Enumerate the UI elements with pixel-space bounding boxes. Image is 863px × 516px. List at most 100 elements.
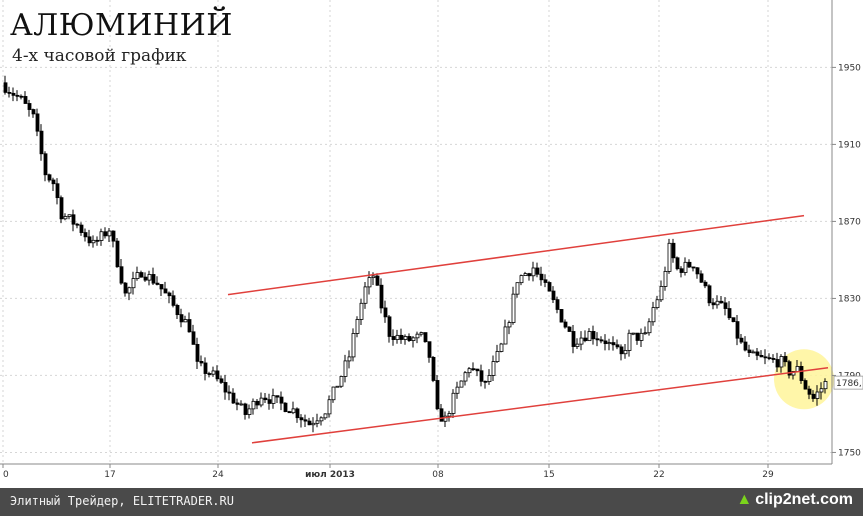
- candle-body: [239, 403, 244, 406]
- candle-body: [463, 372, 468, 382]
- candle-body: [331, 386, 336, 401]
- candle-body: [735, 321, 740, 339]
- candle-body: [535, 267, 540, 275]
- candle-body: [307, 420, 312, 426]
- candle-body: [551, 290, 556, 301]
- candle-body: [347, 356, 352, 362]
- candle-body: [27, 103, 32, 110]
- brand-logo[interactable]: ▲ clip2net.com: [736, 491, 853, 509]
- candle-body: [179, 314, 184, 323]
- candle-body: [507, 322, 512, 328]
- candle-body: [251, 400, 256, 410]
- candle-body: [787, 361, 792, 376]
- candle-body: [775, 359, 780, 368]
- candle-body: [691, 266, 696, 269]
- candle-body: [719, 300, 724, 304]
- candle-body: [575, 343, 580, 347]
- candle-body: [167, 292, 172, 297]
- candle-body: [815, 391, 820, 399]
- candle-body: [759, 354, 764, 358]
- candle-body: [343, 360, 348, 377]
- candle-body: [367, 277, 372, 288]
- candle-body: [487, 375, 492, 382]
- candle-body: [199, 360, 204, 364]
- trend-line: [251, 366, 829, 444]
- x-tick-label: 29: [762, 470, 774, 480]
- candle-body: [411, 337, 416, 341]
- candle-body: [31, 109, 36, 115]
- candle-body: [59, 197, 64, 220]
- candle-body: [111, 230, 116, 242]
- candle-body: [519, 275, 524, 284]
- candle-body: [659, 286, 664, 301]
- candle-body: [43, 153, 48, 176]
- candle-body: [819, 388, 824, 393]
- candle-body: [647, 321, 652, 334]
- candle-body: [299, 417, 304, 421]
- candle-body: [103, 231, 108, 237]
- y-tick-label: 1830: [838, 294, 861, 304]
- candle-body: [339, 376, 344, 387]
- candle-body: [415, 333, 420, 339]
- candle-body: [175, 304, 180, 316]
- candle-body: [359, 302, 364, 320]
- candle-body: [567, 326, 572, 332]
- candle-body: [355, 319, 360, 334]
- candle-body: [71, 214, 76, 225]
- x-tick-label: 17: [104, 470, 115, 480]
- candle-body: [271, 395, 276, 404]
- candle-body: [439, 408, 444, 422]
- candle-body: [327, 399, 332, 415]
- candle-body: [467, 368, 472, 374]
- candle-body: [811, 393, 816, 399]
- candle-body: [667, 242, 672, 272]
- candle-body: [131, 278, 136, 289]
- candle-body: [295, 408, 300, 419]
- candle-body: [207, 373, 212, 375]
- candle-body: [211, 370, 216, 375]
- candle-body: [635, 332, 640, 341]
- x-tick-label: июл 2013: [305, 470, 355, 480]
- candle-body: [591, 331, 596, 340]
- candle-body: [83, 232, 88, 238]
- y-tick-label: 1750: [838, 448, 861, 458]
- candle-body: [391, 336, 396, 340]
- candle-body: [19, 95, 24, 98]
- y-tick-label: 1910: [838, 140, 861, 150]
- candle-body: [579, 337, 584, 345]
- candle-body: [235, 402, 240, 405]
- source-credit: Элитный Трейдер, ELITETRADER.RU: [10, 494, 234, 508]
- candle-body: [823, 381, 828, 390]
- candle-body: [563, 321, 568, 328]
- candle-body: [399, 334, 404, 340]
- candle-body: [571, 331, 576, 347]
- candle-body: [23, 96, 28, 104]
- candle-body: [287, 411, 292, 414]
- candle-body: [335, 385, 340, 388]
- candle-body: [147, 274, 152, 281]
- candle-body: [247, 408, 252, 415]
- candle-body: [35, 113, 40, 132]
- candle-body: [51, 179, 56, 185]
- candle-body: [527, 273, 532, 277]
- chart-subtitle: 4-х часовой график: [12, 46, 187, 66]
- candle-body: [603, 340, 608, 345]
- candle-body: [499, 343, 504, 352]
- candle-body: [259, 397, 264, 406]
- brand-name: clip2net.com: [755, 491, 853, 508]
- candle-body: [115, 240, 120, 268]
- candle-body: [631, 332, 636, 335]
- candle-body: [743, 341, 748, 351]
- candle-body: [727, 308, 732, 319]
- candle-body: [203, 362, 208, 374]
- candle-body: [555, 299, 560, 310]
- candle-body: [731, 317, 736, 322]
- candle-body: [511, 293, 516, 323]
- y-tick-label: 1950: [838, 63, 861, 73]
- candle-body: [523, 273, 528, 276]
- candle-body: [543, 279, 548, 283]
- candle-body: [223, 382, 228, 393]
- candle-body: [387, 316, 392, 337]
- candle-body: [263, 397, 268, 401]
